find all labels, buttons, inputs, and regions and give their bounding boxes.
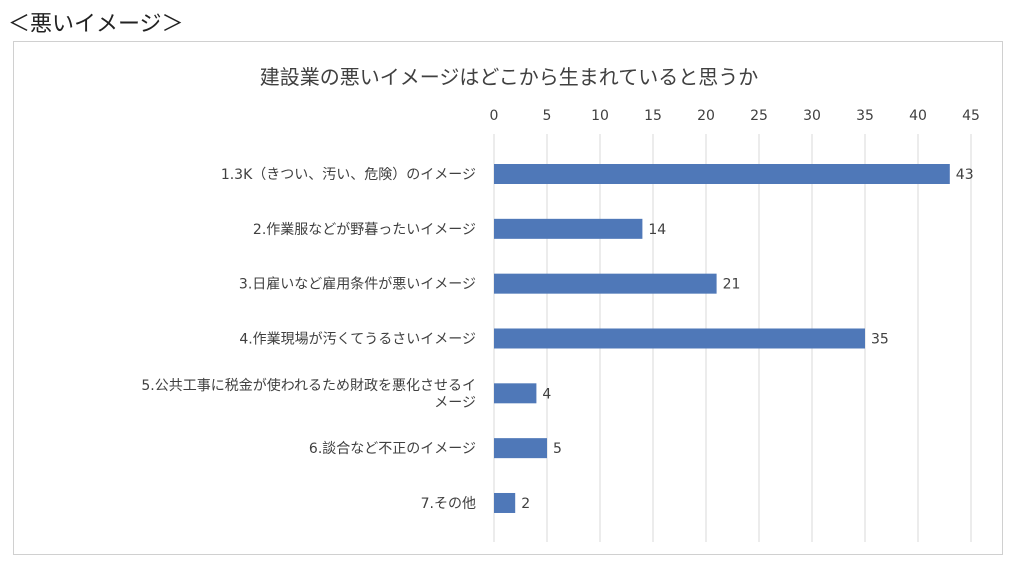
value-label: 5 <box>553 441 562 457</box>
category-label: 4.作業現場が汚くてうるさいイメージ <box>239 331 476 347</box>
tick-label: 40 <box>909 108 927 124</box>
tick-label: 15 <box>644 108 662 124</box>
bar <box>494 273 717 294</box>
category-label: 7.その他 <box>421 496 476 512</box>
tick-label: 20 <box>697 108 715 124</box>
bar <box>494 164 950 184</box>
tick-label: 25 <box>750 108 768 124</box>
bars <box>494 164 950 513</box>
bar <box>494 383 537 404</box>
tick-label: 10 <box>591 108 609 124</box>
bar <box>494 438 547 459</box>
tick-label: 35 <box>856 108 874 124</box>
chart-title: 建設業の悪いイメージはどこから生まれていると思うか <box>260 65 758 89</box>
value-label: 35 <box>871 331 889 347</box>
bar-chart: 建設業の悪いイメージはどこから生まれていると思うか 0 5 10 15 20 25 30 35… <box>141 65 980 542</box>
value-label: 14 <box>648 222 666 238</box>
value-label: 4 <box>542 386 551 402</box>
category-label: メージ <box>434 395 476 411</box>
tick-label: 0 <box>490 108 499 124</box>
tick-label: 45 <box>962 108 980 124</box>
bar <box>494 218 643 239</box>
category-label: 1.3K（きつい、汚い、危険）のイメージ <box>221 167 476 183</box>
tick-label: 30 <box>803 108 821 124</box>
value-label: 43 <box>956 167 974 183</box>
category-labels: 1.3K（きつい、汚い、危険）のイメージ 2.作業服などが野暮ったいイメージ 3.日… <box>141 167 476 512</box>
bar <box>494 328 865 349</box>
tick-label: 5 <box>543 108 552 124</box>
category-label: 2.作業服などが野暮ったいイメージ <box>253 222 476 238</box>
category-label: 6.談合など不正のイメージ <box>309 441 476 457</box>
category-label: 3.日雇いなど雇用条件が悪いイメージ <box>239 276 476 293</box>
category-label: 5.公共工事に税金が使われるため財政を悪化させるイ <box>141 377 476 394</box>
value-label: 2 <box>521 496 530 512</box>
value-label: 21 <box>723 277 741 293</box>
bar <box>494 492 516 513</box>
value-labels: 43 14 21 35 4 5 2 <box>521 167 973 512</box>
axis-tick-labels: 0 5 10 15 20 25 30 35 40 45 <box>490 108 980 124</box>
chart-container: 建設業の悪いイメージはどこから生まれていると思うか 0 5 10 15 20 25 30 35… <box>13 41 1003 555</box>
section-header: ＜悪いイメージ＞ <box>8 12 184 37</box>
